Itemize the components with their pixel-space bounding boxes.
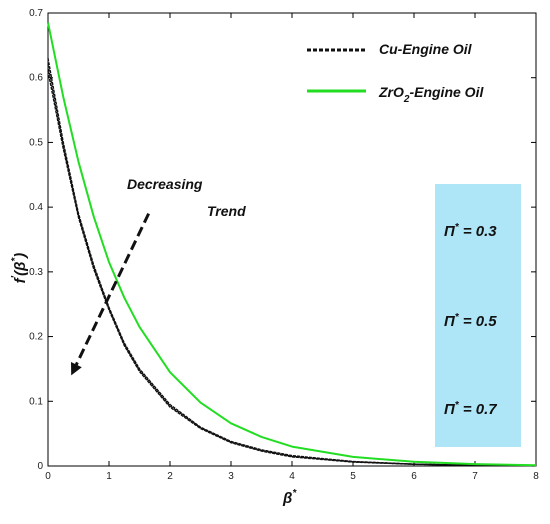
pi-superscript-1: * (455, 222, 460, 233)
y-axis-label-open: (β (12, 262, 29, 276)
series-group (47, 22, 537, 467)
pi-superscript-3: * (455, 400, 460, 411)
series-line-zro2-1 (47, 22, 537, 467)
x-tick-label: 7 (472, 471, 478, 482)
pi-superscript-2: * (455, 312, 460, 323)
y-tick-label: 0.7 (29, 8, 43, 19)
legend-label-zro2-sub: 2 (403, 94, 410, 105)
x-tick-label: 4 (289, 471, 295, 482)
y-axis-label-close: ) (12, 253, 29, 260)
y-axis-label-star: * (10, 257, 21, 262)
y-axis-label-f: f (12, 276, 29, 283)
pi-symbol-3: Π (444, 401, 456, 418)
x-tick-label: 2 (167, 471, 173, 482)
legend: Cu-Engine Oil ZrO2-Engine Oil (307, 41, 484, 105)
y-tick-label: 0.4 (29, 202, 43, 213)
pi-value-3: = 0.7 (459, 401, 498, 418)
pi-value-1: = 0.3 (459, 223, 498, 240)
parameter-box (435, 184, 521, 447)
legend-label-zro2-zr: ZrO (378, 84, 404, 100)
series-line-cu-3 (47, 71, 537, 467)
legend-label-zro2: ZrO2-Engine Oil (378, 84, 484, 105)
annotation-trend: Trend (207, 203, 246, 219)
pi-symbol-1: Π (444, 223, 456, 240)
x-tick-label: 1 (106, 471, 112, 482)
trend-arrow-head (71, 362, 82, 376)
x-tick-label: 8 (533, 471, 539, 482)
x-tick-label: 3 (228, 471, 234, 482)
axis-ticks: 0 1 2 3 4 5 6 7 8 0 0.1 0.2 0.3 0.4 0.5 0.6 0.7 (29, 8, 539, 482)
x-tick-label: 5 (350, 471, 356, 482)
y-axis-label-prime: ′ (10, 275, 21, 278)
x-tick-label: 0 (45, 471, 51, 482)
annotation-decreasing: Decreasing (127, 176, 203, 192)
y-tick-label: 0.5 (29, 137, 43, 148)
y-axis-label: f′(β*) (10, 253, 29, 284)
pi-label-2: Π* = 0.5 (444, 312, 497, 330)
pi-label-1: Π* = 0.3 (444, 222, 497, 240)
x-axis-label-star: * (292, 488, 297, 499)
x-axis-label-beta: β (282, 490, 292, 507)
y-tick-label: 0 (37, 461, 43, 472)
pi-value-2: = 0.5 (459, 313, 498, 330)
legend-label-cu: Cu-Engine Oil (379, 41, 473, 57)
y-tick-label: 0.1 (29, 396, 43, 407)
legend-label-zro2-rest: -Engine Oil (409, 84, 484, 100)
x-tick-label: 6 (411, 471, 417, 482)
pi-symbol-2: Π (444, 313, 456, 330)
y-tick-label: 0.2 (29, 332, 43, 343)
y-tick-label: 0.3 (29, 267, 43, 278)
x-axis-label: β* (282, 488, 297, 507)
pi-label-3: Π* = 0.7 (444, 400, 497, 418)
y-tick-label: 0.6 (29, 73, 43, 84)
trend-arrow (69, 212, 151, 377)
